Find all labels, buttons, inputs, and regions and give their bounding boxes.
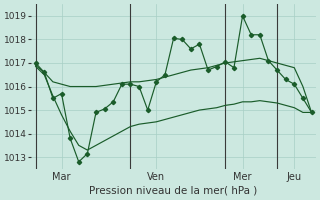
X-axis label: Pression niveau de la mer( hPa ): Pression niveau de la mer( hPa ) xyxy=(90,186,258,196)
